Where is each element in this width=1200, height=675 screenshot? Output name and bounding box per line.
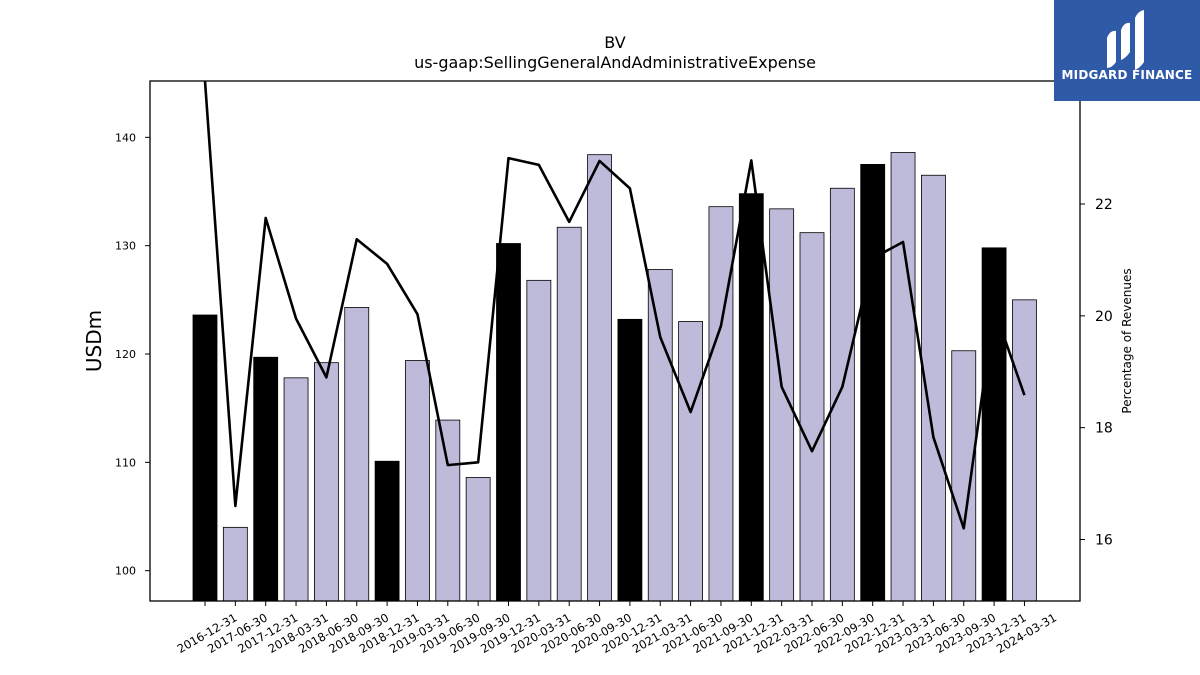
bar-2020-06-30 — [556, 226, 582, 602]
right-axis: 16 18 20 22 — [1080, 197, 1113, 548]
bar-2021-06-30 — [678, 321, 703, 602]
midgard-logo-icon — [1107, 10, 1144, 70]
bar-2018-09-30 — [344, 307, 370, 602]
bar-2021-09-30 — [708, 206, 734, 602]
bar-2023-12-31 — [981, 247, 1007, 602]
bar-2019-12-31 — [496, 243, 521, 602]
bar-2021-03-31 — [647, 269, 673, 602]
chart-subtitle: us-gaap:SellingGeneralAndAdministrativeE… — [414, 53, 816, 72]
chart-title: BV — [604, 33, 625, 52]
line-group — [203, 80, 1026, 530]
bar-2018-12-31 — [374, 460, 400, 602]
y-tick-label: 110 — [115, 456, 136, 469]
y-tick-label: 140 — [115, 131, 136, 144]
bar-2020-12-31 — [617, 318, 643, 602]
y-tick-label: 100 — [115, 565, 136, 578]
y-tick-label: 130 — [115, 240, 136, 253]
logo-text: MIDGARD FINANCE — [1061, 68, 1193, 82]
y2-tick-label: 20 — [1095, 309, 1113, 325]
bar-2019-06-30 — [435, 419, 461, 602]
y2-axis-label: Percentage of Revenues — [1120, 268, 1134, 413]
bar-2019-03-31 — [405, 360, 430, 602]
bar-2021-12-31 — [738, 193, 764, 602]
bar-2023-03-31 — [890, 152, 916, 602]
bar-2022-09-30 — [829, 187, 855, 602]
percentage-line — [203, 80, 1026, 530]
bar-2017-06-30 — [222, 526, 248, 602]
bar-2024-03-31 — [1012, 299, 1037, 602]
bar-2020-03-31 — [526, 279, 552, 602]
logo: MIDGARD FINANCE — [1054, 0, 1200, 101]
y2-tick-label: 16 — [1095, 532, 1113, 548]
left-axis: 100 110 120 130 140 — [115, 131, 150, 578]
y2-tick-label: 22 — [1095, 197, 1113, 213]
y2-tick-label: 18 — [1095, 421, 1113, 437]
bar-2020-09-30 — [587, 154, 612, 602]
bar-2022-06-30 — [799, 232, 825, 602]
bar-2018-03-31 — [283, 377, 309, 602]
bar-2019-09-30 — [465, 477, 491, 602]
bar-2022-12-31 — [860, 164, 886, 602]
bar-2017-12-31 — [253, 356, 279, 602]
bar-2018-06-30 — [313, 362, 339, 602]
plot-frame — [149, 80, 1081, 602]
bars-group — [192, 152, 1037, 602]
y-tick-label: 120 — [115, 348, 136, 361]
y-axis-label: USDm — [82, 310, 106, 372]
bar-2016-12-31 — [192, 314, 218, 602]
x-axis: 2016-12-312017-06-302017-12-312018-03-31… — [175, 601, 1059, 656]
